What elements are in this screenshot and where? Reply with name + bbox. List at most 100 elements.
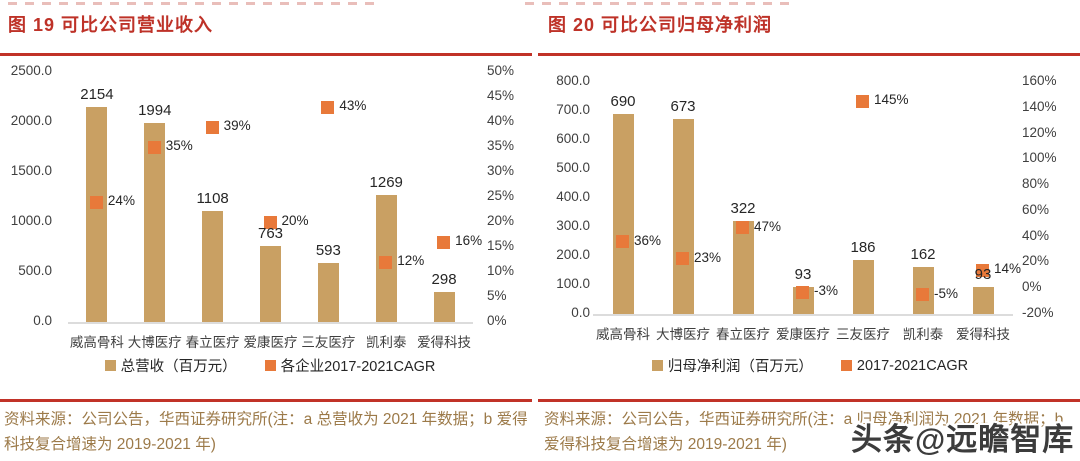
cropped-text-remnant	[525, 2, 795, 5]
right-axis-tick-label: 80%	[1022, 176, 1050, 192]
title-underline-left	[0, 53, 532, 56]
right-axis-tick-label: -20%	[1022, 305, 1054, 320]
title-underline-right	[538, 53, 1080, 56]
category-label: 威高骨科	[596, 327, 650, 342]
figure20-title: 图 20 可比公司归母净利润	[548, 15, 773, 35]
right-axis-tick-label: 20%	[1022, 253, 1050, 269]
source-overline-right	[538, 399, 1080, 402]
right-axis-tick-label: 25%	[487, 188, 515, 203]
category-label: 凯利泰	[365, 335, 407, 350]
legend-figure19: 总营收（百万元） 各企业2017-2021CAGR	[0, 355, 540, 376]
legend-label: 各企业2017-2021CAGR	[280, 359, 436, 375]
category-label: 爱康医疗	[776, 327, 830, 342]
left-axis-tick-label: 300.0	[556, 218, 590, 233]
x-axis-line	[68, 322, 473, 324]
bar	[317, 262, 339, 322]
legend-figure20: 归母净利润（百万元） 2017-2021CAGR	[540, 355, 1080, 376]
right-axis-tick-label: 10%	[487, 263, 515, 278]
legend-label: 2017-2021CAGR	[856, 357, 969, 374]
right-axis-tick-label: 0%	[1022, 279, 1042, 295]
left-axis-tick-label: 100.0	[556, 276, 590, 291]
right-axis-tick-label: 50%	[487, 63, 515, 78]
category-label: 春立医疗	[716, 327, 770, 342]
cagr-marker-icon	[916, 288, 929, 302]
category-label: 爱得科技	[417, 335, 472, 350]
cagr-value-label: 43%	[339, 98, 367, 113]
left-axis-tick-label: 0.0	[571, 305, 590, 320]
legend-item-cagr: 各企业2017-2021CAGR	[264, 355, 436, 376]
bar-value-label: 690	[610, 92, 636, 110]
right-axis-tick-label: 120%	[1022, 124, 1057, 140]
bar-value-label: 1108	[196, 190, 229, 208]
cropped-text-remnant	[8, 2, 378, 5]
bar	[852, 260, 874, 314]
left-axis-tick-label: 500.0	[556, 160, 590, 175]
category-label: 大博医疗	[656, 327, 710, 342]
category-label: 威高骨科	[69, 335, 124, 350]
cagr-marker-icon	[263, 215, 277, 229]
left-axis-tick-label: 600.0	[556, 131, 590, 146]
bar-series-swatch-icon	[651, 360, 663, 371]
x-axis-line	[593, 314, 1013, 316]
cagr-value-label: 24%	[107, 193, 135, 208]
left-axis-tick-label: 1500.0	[10, 163, 52, 178]
bar-value-label: 763	[257, 224, 284, 242]
left-axis-tick-label: 1000.0	[10, 213, 52, 228]
cagr-marker-icon	[616, 235, 629, 249]
figure19-title: 图 19 可比公司营业收入	[8, 15, 214, 35]
cagr-value-label: 23%	[694, 249, 722, 265]
cagr-value-label: 35%	[165, 138, 193, 153]
bar-value-label: 298	[431, 271, 457, 289]
bar	[433, 292, 455, 322]
right-axis-tick-label: 20%	[487, 213, 515, 228]
right-axis-tick-label: 160%	[1022, 73, 1057, 88]
bar	[260, 245, 281, 322]
cagr-marker-icon	[379, 255, 393, 269]
legend-item-net-profit: 归母净利润（百万元）	[651, 355, 813, 376]
legend-label: 归母净利润（百万元）	[667, 359, 813, 375]
cagr-value-label: 36%	[634, 232, 662, 248]
bar-value-label: 1269	[369, 174, 403, 192]
cagr-value-label: 16%	[455, 233, 483, 248]
cagr-marker-icon	[736, 221, 749, 235]
scatter-series-swatch-icon	[840, 360, 852, 371]
cagr-marker-icon	[976, 263, 989, 277]
bar-value-label: 322	[730, 199, 756, 217]
right-axis-tick-label: 40%	[487, 113, 515, 128]
left-axis-tick-label: 400.0	[556, 189, 590, 204]
left-axis-tick-label: 0.0	[33, 313, 52, 328]
bar-value-label: 162	[910, 246, 936, 264]
cagr-marker-icon	[676, 252, 689, 266]
cagr-marker-icon	[147, 140, 161, 154]
bar-value-label: 93	[974, 266, 992, 284]
right-axis-tick-label: 15%	[487, 238, 515, 253]
legend-item-cagr: 2017-2021CAGR	[840, 357, 969, 374]
legend-label: 总营收（百万元）	[120, 359, 237, 375]
cagr-marker-icon	[205, 120, 219, 134]
bar-value-label: 186	[850, 239, 876, 257]
bar	[202, 211, 224, 322]
cagr-value-label: 145%	[874, 92, 909, 108]
cagr-marker-icon	[796, 285, 809, 299]
cagr-value-label: 47%	[754, 218, 782, 234]
bar	[144, 122, 166, 322]
cagr-marker-icon	[437, 235, 451, 249]
cagr-marker-icon	[856, 94, 869, 108]
left-axis-tick-label: 800.0	[556, 73, 590, 88]
cagr-marker-icon	[321, 100, 335, 114]
left-axis-tick-label: 500.0	[18, 263, 52, 278]
cagr-value-label: -3%	[814, 283, 839, 299]
right-axis-tick-label: 0%	[487, 313, 507, 328]
source-note-figure19: 资料来源：公司公告，华西证券研究所(注：a 总营收为 2021 年数据；b 爱得…	[4, 411, 528, 453]
cagr-value-label: 39%	[223, 118, 251, 133]
right-axis-tick-label: 35%	[487, 138, 515, 153]
category-label: 凯利泰	[902, 327, 944, 342]
right-axis-tick-label: 5%	[487, 288, 507, 303]
bar	[732, 220, 754, 314]
bar-value-label: 2154	[80, 85, 114, 103]
right-axis-tick-label: 30%	[487, 163, 515, 178]
right-axis-tick-label: 60%	[1022, 201, 1050, 217]
bar-value-label: 593	[315, 241, 341, 259]
left-axis-tick-label: 2500.0	[10, 63, 52, 78]
bar-value-label: 673	[670, 97, 696, 115]
